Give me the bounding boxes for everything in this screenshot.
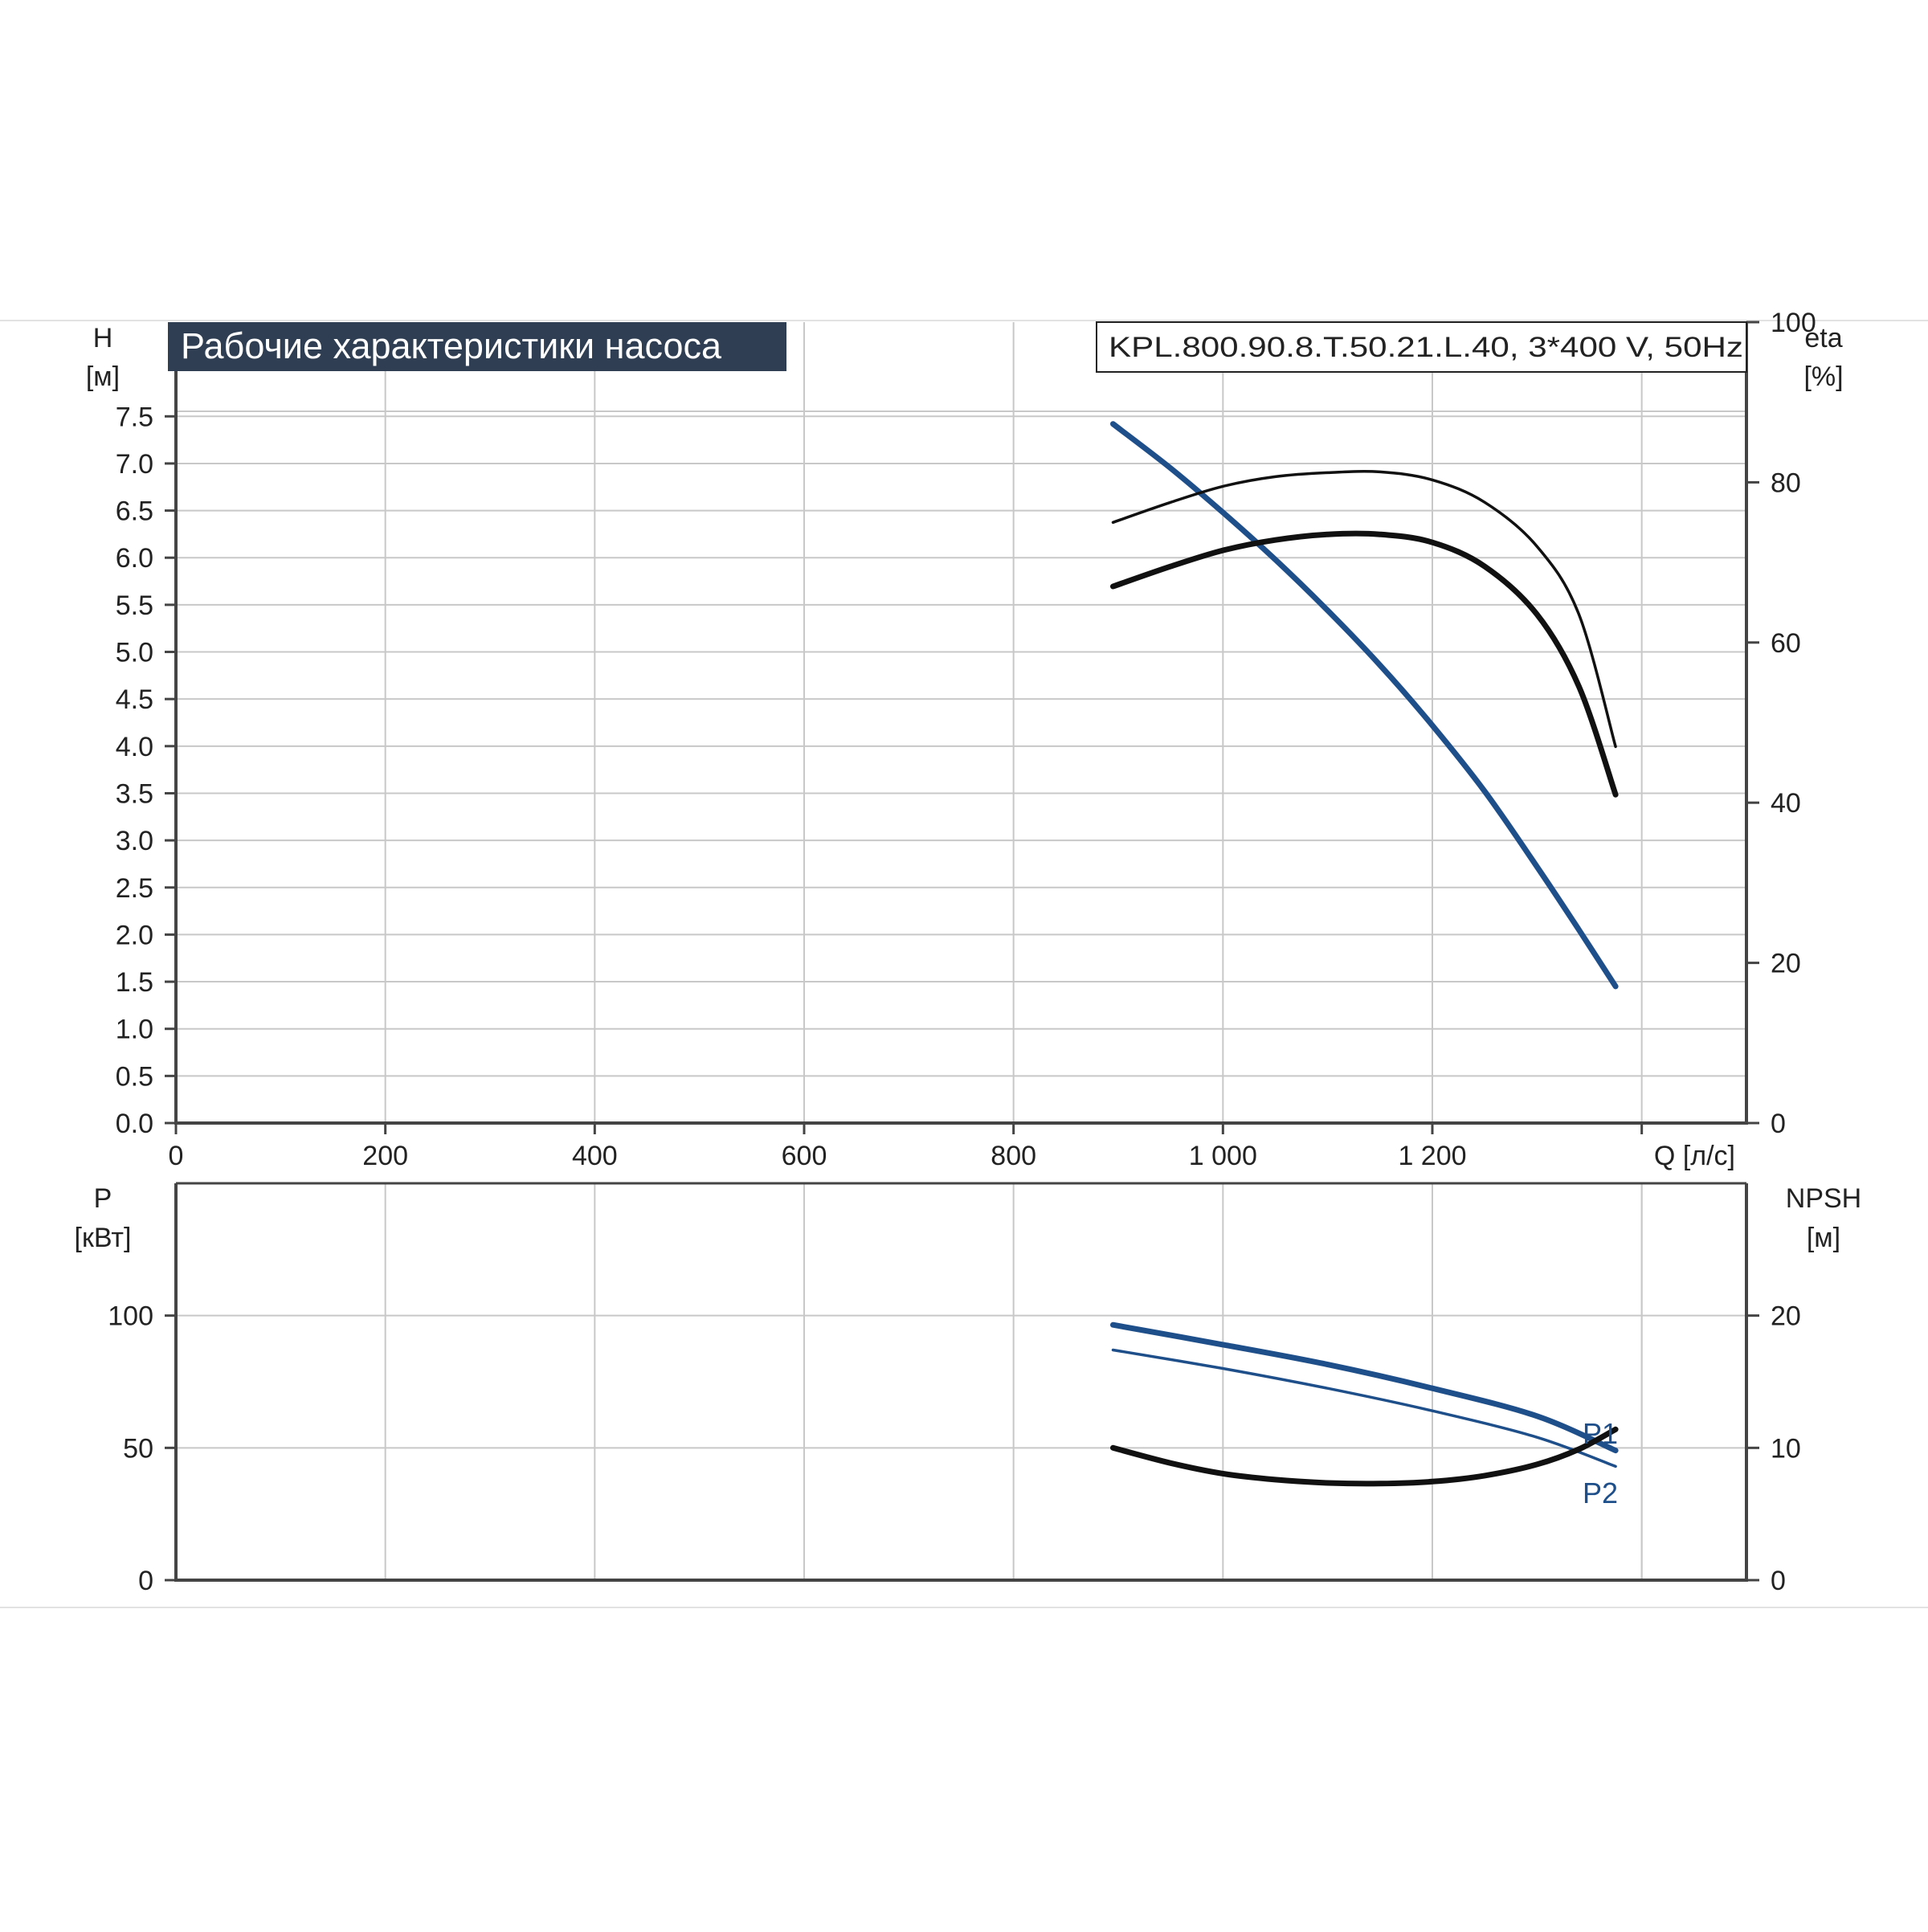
y-left-tick-label: 3.0	[116, 826, 153, 856]
y-left-tick-label: 0.0	[116, 1109, 153, 1139]
x-tick-label: 400	[572, 1141, 618, 1171]
y-right-unit: [м]	[1807, 1223, 1840, 1253]
y-left-tick-label: 5.5	[116, 590, 153, 621]
x-axis-label: Q [л/с]	[1654, 1141, 1735, 1171]
y-left-tick-label: 2.0	[116, 920, 153, 950]
series-curve-1-2	[1110, 1426, 1619, 1487]
series-curve-1-1	[1111, 1348, 1617, 1468]
series-layer	[1110, 421, 1619, 1487]
y-right-tick-label: 20	[1771, 1301, 1801, 1332]
y-left-label: P	[94, 1183, 112, 1214]
series-curve-0-1	[1111, 470, 1617, 749]
y-left-tick-label: 50	[123, 1433, 153, 1464]
y-left-tick-label: 6.5	[116, 496, 153, 527]
y-right-unit: [%]	[1803, 361, 1843, 392]
series-label-p1: P1	[1583, 1417, 1618, 1450]
y-right-tick-label: 20	[1771, 949, 1801, 979]
series-curve-1-0	[1110, 1321, 1619, 1454]
y-left-tick-label: 4.0	[116, 732, 153, 762]
y-left-tick-label: 7.0	[116, 449, 153, 480]
y-right-tick-label: 40	[1771, 788, 1801, 819]
y-left-tick-label: 1.0	[116, 1015, 153, 1045]
x-tick-label: 1 200	[1398, 1141, 1466, 1171]
y-left-unit: [кВт]	[75, 1223, 132, 1253]
series-curve-0-0	[1110, 421, 1619, 990]
y-right-tick-label: 60	[1771, 628, 1801, 659]
label-layer: 0.0 0.5 1.0 1.5 2.0 2.5 3.0 3.5 4.0 4.5 5.0 5.5 6.0 6…	[75, 308, 1862, 1596]
y-left-tick-label: 0.5	[116, 1061, 153, 1092]
y-left-tick-label: 3.5	[116, 778, 153, 809]
y-left-tick-label: 6.0	[116, 543, 153, 574]
y-left-tick-label: 100	[108, 1301, 153, 1332]
y-left-tick-label: 2.5	[116, 873, 153, 904]
y-right-label: eta	[1804, 323, 1842, 353]
grid-layer	[175, 322, 1746, 1580]
x-tick-label: 800	[991, 1141, 1036, 1171]
y-left-label: H	[93, 323, 113, 353]
y-right-tick-label: 10	[1771, 1433, 1801, 1464]
chart-title: Рабочие характеристики насоса	[181, 325, 722, 366]
y-right-tick-label: 0	[1771, 1566, 1786, 1596]
y-right-label: NPSH	[1786, 1183, 1861, 1214]
model-box	[1096, 321, 1747, 373]
y-left-tick-label: 7.5	[116, 402, 153, 432]
model-label: KPL.800.90.8.T.50.21.L.40, 3*400 V, 50Hz	[1109, 332, 1743, 363]
series-label-p2: P2	[1583, 1477, 1618, 1509]
x-tick-label: 0	[169, 1141, 184, 1171]
title-box	[168, 322, 786, 371]
y-left-tick-label: 0	[138, 1566, 153, 1596]
y-right-tick-label: 100	[1771, 308, 1816, 338]
y-left-unit: [м]	[86, 361, 120, 392]
y-left-tick-label: 4.5	[116, 684, 153, 715]
y-right-tick-label: 0	[1771, 1109, 1786, 1139]
series-curve-0-2	[1110, 530, 1619, 798]
x-tick-label: 600	[782, 1141, 827, 1171]
y-right-tick-label: 80	[1771, 468, 1801, 498]
y-left-tick-label: 1.5	[116, 967, 153, 998]
y-left-tick-label: 5.0	[116, 638, 153, 668]
x-tick-label: 1 000	[1189, 1141, 1257, 1171]
axes-layer	[165, 321, 1759, 1582]
x-tick-label: 200	[362, 1141, 408, 1171]
